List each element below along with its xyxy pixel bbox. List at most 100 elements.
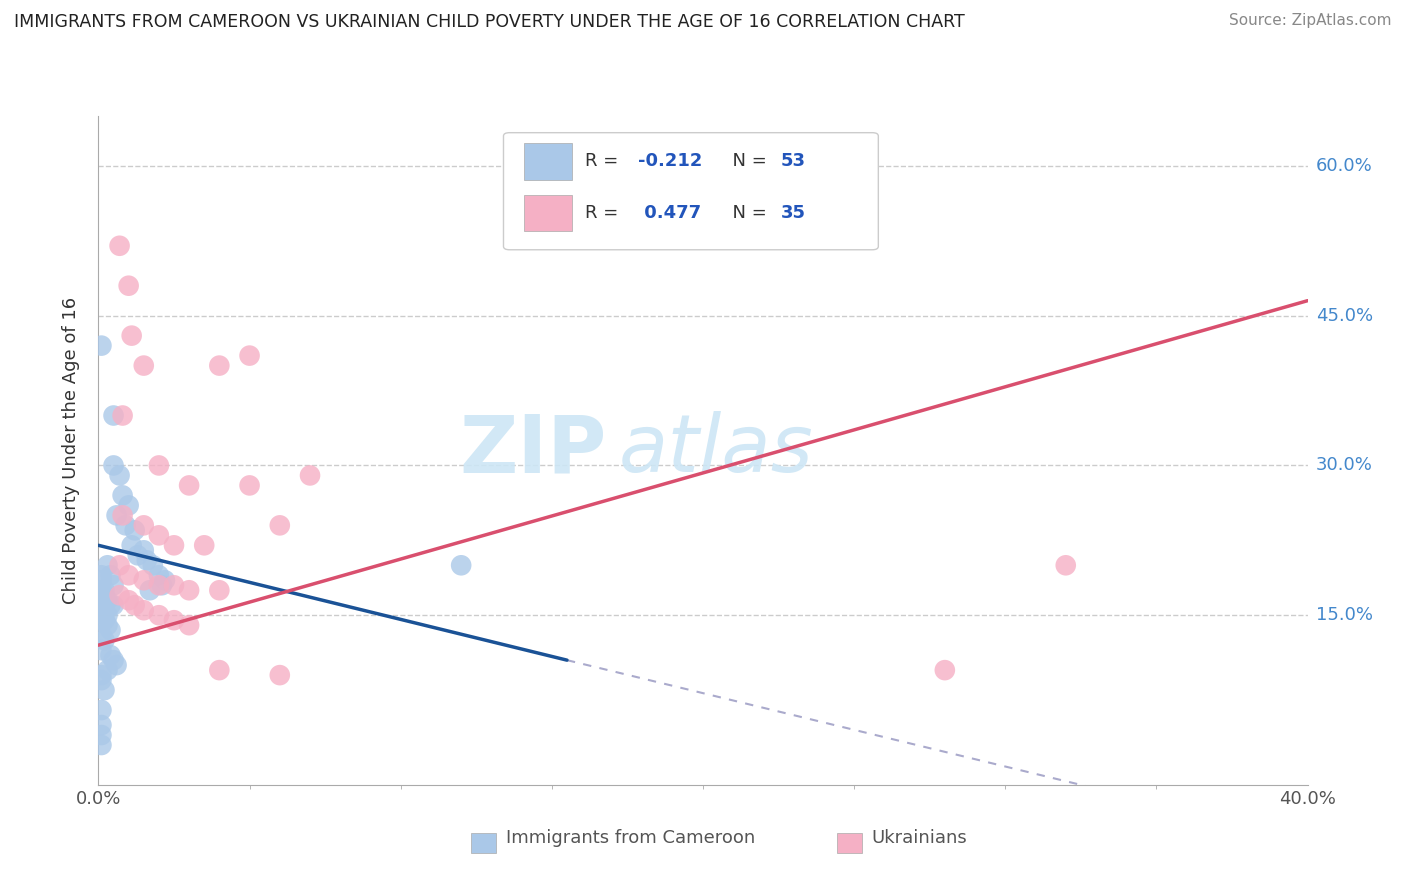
Point xyxy=(96,618,118,632)
Point xyxy=(108,468,131,483)
Text: R =: R = xyxy=(585,204,623,222)
Point xyxy=(177,618,201,632)
Text: R =: R = xyxy=(585,153,623,170)
Point xyxy=(90,574,112,588)
Point xyxy=(96,608,118,623)
Point xyxy=(93,583,115,598)
Text: 30.0%: 30.0% xyxy=(1316,457,1372,475)
Point xyxy=(148,528,170,542)
Point xyxy=(90,718,112,732)
Text: N =: N = xyxy=(721,204,773,222)
Bar xyxy=(524,143,572,180)
Text: 45.0%: 45.0% xyxy=(1316,307,1374,325)
Point xyxy=(114,518,136,533)
Point xyxy=(121,538,143,552)
Point xyxy=(239,478,262,492)
Point xyxy=(177,478,201,492)
Text: Source: ZipAtlas.com: Source: ZipAtlas.com xyxy=(1229,13,1392,29)
Point xyxy=(108,588,131,602)
Point xyxy=(121,328,143,343)
Point xyxy=(96,558,118,573)
Point xyxy=(208,663,231,677)
Point xyxy=(93,593,115,607)
Point xyxy=(100,568,122,582)
Point xyxy=(148,608,170,623)
Point xyxy=(90,588,112,602)
Point xyxy=(118,499,141,513)
Point xyxy=(299,468,322,483)
Point xyxy=(93,608,115,623)
Point xyxy=(208,583,231,598)
Point xyxy=(118,568,141,582)
Point xyxy=(177,583,201,598)
Point xyxy=(132,543,155,558)
Point xyxy=(103,653,125,667)
Point xyxy=(103,458,125,473)
Text: 60.0%: 60.0% xyxy=(1316,157,1372,175)
Text: atlas: atlas xyxy=(619,411,813,490)
Y-axis label: Child Poverty Under the Age of 16: Child Poverty Under the Age of 16 xyxy=(62,297,80,604)
Point xyxy=(96,593,118,607)
Text: 0.477: 0.477 xyxy=(638,204,700,222)
Text: Ukrainians: Ukrainians xyxy=(872,830,967,847)
Point xyxy=(90,703,112,717)
Point xyxy=(1054,558,1077,573)
Point xyxy=(103,578,125,592)
Point xyxy=(193,538,215,552)
Point xyxy=(148,458,170,473)
Point xyxy=(111,409,134,423)
Point xyxy=(108,239,131,253)
Point xyxy=(100,623,122,637)
Text: 53: 53 xyxy=(780,153,806,170)
Point xyxy=(163,578,186,592)
Point xyxy=(163,613,186,627)
Text: Immigrants from Cameroon: Immigrants from Cameroon xyxy=(506,830,755,847)
Point xyxy=(93,613,115,627)
Point xyxy=(96,663,118,677)
Point xyxy=(148,568,170,582)
Point xyxy=(108,558,131,573)
Point xyxy=(90,603,112,617)
Point xyxy=(139,583,162,598)
Point xyxy=(105,508,128,523)
Point xyxy=(118,278,141,293)
Point xyxy=(90,568,112,582)
Point xyxy=(142,558,165,573)
Point xyxy=(90,628,112,642)
Point xyxy=(132,603,155,617)
Point xyxy=(93,588,115,602)
Point xyxy=(93,683,115,698)
Point xyxy=(105,658,128,673)
Point xyxy=(90,643,112,657)
Text: -0.212: -0.212 xyxy=(638,153,702,170)
Point xyxy=(450,558,472,573)
Point xyxy=(111,508,134,523)
Point xyxy=(90,338,112,352)
Text: ZIP: ZIP xyxy=(458,411,606,490)
Point xyxy=(163,538,186,552)
Point xyxy=(111,488,134,502)
Text: 15.0%: 15.0% xyxy=(1316,607,1372,624)
Point xyxy=(132,574,155,588)
Point xyxy=(934,663,956,677)
Point xyxy=(269,668,291,682)
Point xyxy=(90,738,112,752)
Point xyxy=(103,409,125,423)
Point xyxy=(135,553,157,567)
Point xyxy=(103,599,125,613)
Point xyxy=(239,349,262,363)
Point xyxy=(100,599,122,613)
Point xyxy=(90,728,112,742)
Point xyxy=(124,524,146,538)
Text: N =: N = xyxy=(721,153,773,170)
Point xyxy=(90,599,112,613)
Point xyxy=(90,673,112,687)
Point xyxy=(93,633,115,648)
Point xyxy=(90,583,112,598)
Point xyxy=(153,574,176,588)
Point xyxy=(124,599,146,613)
Point xyxy=(100,648,122,662)
Point xyxy=(132,518,155,533)
Point xyxy=(269,518,291,533)
FancyBboxPatch shape xyxy=(503,133,879,250)
